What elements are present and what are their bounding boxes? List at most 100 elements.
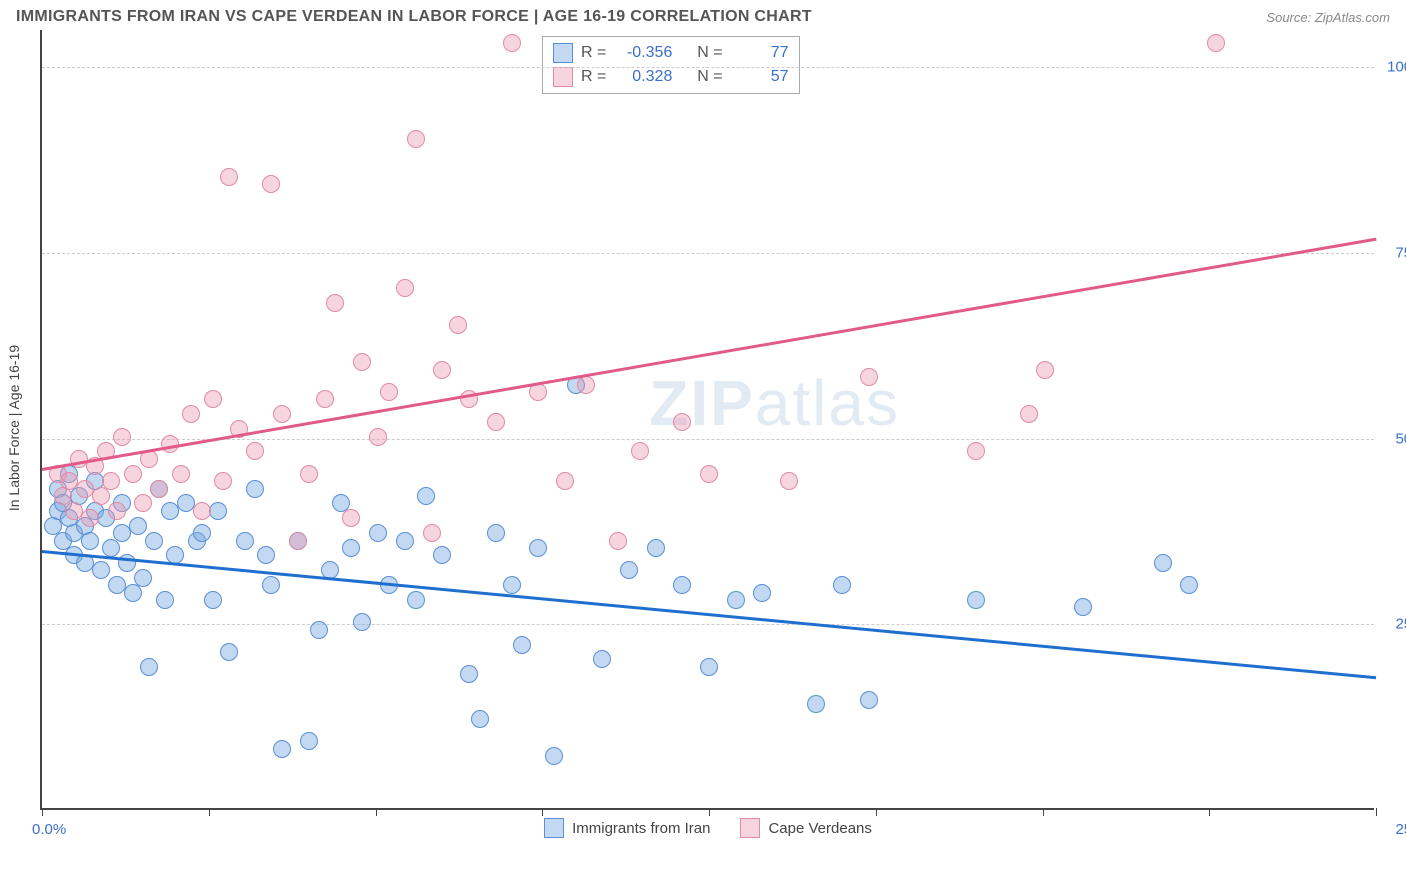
scatter-point [396, 279, 414, 297]
chart-header: IMMIGRANTS FROM IRAN VS CAPE VERDEAN IN … [0, 0, 1406, 30]
scatter-point [369, 524, 387, 542]
y-tick-label: 50.0% [1395, 430, 1406, 447]
scatter-point [262, 175, 280, 193]
scatter-point [503, 34, 521, 52]
legend-label: Immigrants from Iran [572, 820, 710, 837]
scatter-point [262, 576, 280, 594]
scatter-point [860, 368, 878, 386]
x-axis-start-label: 0.0% [32, 821, 66, 838]
x-tick [709, 808, 710, 816]
scatter-point [172, 465, 190, 483]
scatter-point [140, 658, 158, 676]
x-tick [376, 808, 377, 816]
r-value: -0.356 [614, 44, 672, 62]
scatter-point [273, 405, 291, 423]
scatter-point [369, 428, 387, 446]
r-value: 0.328 [614, 68, 672, 86]
n-label: N = [697, 44, 722, 62]
scatter-point [300, 465, 318, 483]
scatter-point [316, 390, 334, 408]
scatter-point [433, 546, 451, 564]
scatter-point [673, 576, 691, 594]
scatter-point [129, 517, 147, 535]
scatter-point [1207, 34, 1225, 52]
legend-stats-box: R = -0.356 N = 77 R =0.328 N =57 [542, 36, 800, 94]
scatter-point [833, 576, 851, 594]
scatter-point [503, 576, 521, 594]
scatter-point [353, 613, 371, 631]
x-tick [542, 808, 543, 816]
scatter-point [353, 353, 371, 371]
scatter-point [460, 665, 478, 683]
scatter-point [209, 502, 227, 520]
scatter-point [246, 442, 264, 460]
x-tick [1209, 808, 1210, 816]
scatter-point [471, 710, 489, 728]
scatter-point [556, 472, 574, 490]
scatter-point [342, 539, 360, 557]
scatter-point [673, 413, 691, 431]
scatter-point [380, 383, 398, 401]
scatter-point [102, 472, 120, 490]
legend-item: Immigrants from Iran [544, 818, 710, 838]
legend-stats-row: R =0.328 N =57 [553, 65, 789, 89]
legend-swatch [740, 818, 760, 838]
scatter-point [113, 428, 131, 446]
y-tick-label: 25.0% [1395, 616, 1406, 633]
scatter-point [577, 376, 595, 394]
scatter-point [807, 695, 825, 713]
scatter-point [193, 502, 211, 520]
scatter-point [145, 532, 163, 550]
scatter-point [529, 539, 547, 557]
source-label: Source: [1266, 10, 1311, 25]
scatter-point [545, 747, 563, 765]
r-label: R = [581, 44, 606, 62]
scatter-point [257, 546, 275, 564]
x-tick [209, 808, 210, 816]
scatter-point [1074, 598, 1092, 616]
scatter-point [81, 509, 99, 527]
scatter-point [204, 591, 222, 609]
plot-area: ZIPatlas R =-0.356 N =77R =0.328 N =57 I… [40, 30, 1374, 810]
source-name: ZipAtlas.com [1315, 10, 1390, 25]
scatter-point [182, 405, 200, 423]
scatter-point [396, 532, 414, 550]
scatter-point [1180, 576, 1198, 594]
scatter-point [407, 130, 425, 148]
scatter-point [204, 390, 222, 408]
scatter-point [236, 532, 254, 550]
scatter-point [124, 584, 142, 602]
scatter-point [134, 569, 152, 587]
trend-line [42, 238, 1376, 471]
scatter-point [220, 168, 238, 186]
x-tick [876, 808, 877, 816]
gridline [42, 253, 1374, 254]
scatter-point [92, 487, 110, 505]
scatter-point [780, 472, 798, 490]
scatter-point [310, 621, 328, 639]
scatter-point [1154, 554, 1172, 572]
gridline [42, 67, 1374, 68]
scatter-point [609, 532, 627, 550]
scatter-point [631, 442, 649, 460]
legend-bottom: Immigrants from IranCape Verdeans [42, 818, 1374, 838]
legend-stats-row: R = -0.356 N = 77 [553, 41, 789, 65]
scatter-point [273, 740, 291, 758]
scatter-point [300, 732, 318, 750]
y-tick-label: 75.0% [1395, 244, 1406, 261]
chart-container: In Labor Force | Age 16-19 ZIPatlas R =-… [40, 30, 1390, 810]
scatter-point [417, 487, 435, 505]
scatter-point [81, 532, 99, 550]
scatter-point [289, 532, 307, 550]
y-tick-label: 100.0% [1387, 59, 1406, 76]
legend-swatch [553, 43, 573, 63]
n-value: 57 [731, 68, 789, 86]
scatter-point [1036, 361, 1054, 379]
chart-title: IMMIGRANTS FROM IRAN VS CAPE VERDEAN IN … [16, 8, 812, 26]
scatter-point [647, 539, 665, 557]
legend-swatch [544, 818, 564, 838]
scatter-point [449, 316, 467, 334]
scatter-point [1020, 405, 1038, 423]
scatter-point [860, 691, 878, 709]
n-value: 77 [731, 44, 789, 62]
